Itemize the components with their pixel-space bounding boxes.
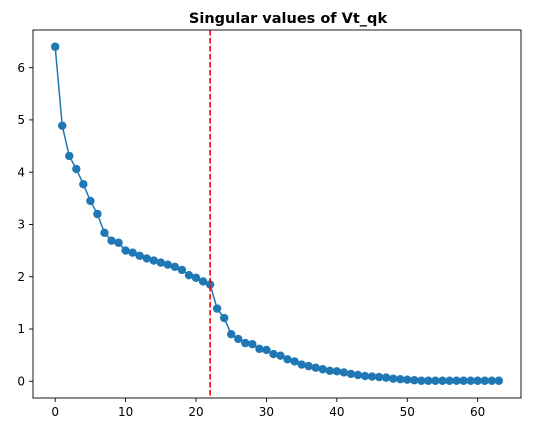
data-point (339, 368, 349, 377)
x-tick-label: 50 (400, 405, 415, 419)
data-point (107, 236, 116, 245)
data-point (269, 349, 278, 359)
x-tick-label: 30 (259, 405, 274, 419)
data-point (276, 351, 285, 360)
data-point (311, 363, 320, 372)
y-tick-label: 3 (17, 218, 25, 232)
data-point (50, 42, 60, 51)
data-point (360, 371, 370, 381)
data-point (170, 262, 180, 271)
data-point (114, 238, 123, 247)
data-point (304, 361, 313, 371)
series-line (54, 46, 499, 382)
data-point (156, 258, 166, 267)
data-point (431, 376, 440, 385)
data-point (374, 372, 384, 382)
data-point (332, 367, 342, 376)
data-point (403, 375, 412, 384)
data-point (100, 228, 109, 238)
data-point (121, 246, 130, 255)
x-tick-label: 10 (118, 405, 133, 419)
data-point (381, 373, 391, 382)
y-tick-label: 6 (17, 61, 25, 75)
y-tick-label: 0 (17, 374, 25, 388)
data-point (241, 338, 250, 348)
x-tick-label: 60 (470, 405, 485, 419)
axes-frame (32, 29, 522, 399)
x-tick-label: 0 (51, 405, 59, 419)
x-tick-label: 20 (188, 405, 203, 419)
data-point (65, 151, 74, 161)
data-point (227, 330, 236, 339)
data-point (205, 280, 215, 289)
data-point (255, 344, 264, 354)
data-point (135, 251, 144, 261)
data-point (128, 248, 137, 257)
data-point (417, 376, 426, 385)
data-point (290, 357, 299, 366)
data-point (466, 376, 475, 385)
data-point (346, 369, 356, 379)
data-point (184, 270, 194, 280)
data-point (248, 339, 257, 349)
data-point (79, 180, 88, 189)
data-point (142, 254, 151, 263)
data-point (459, 376, 468, 385)
data-point (93, 209, 102, 219)
data-point (283, 355, 292, 364)
data-point (367, 372, 377, 381)
y-tick-label: 4 (17, 165, 25, 179)
data-point (445, 376, 454, 385)
data-point (438, 376, 447, 385)
data-point (163, 260, 173, 269)
y-tick-label: 1 (17, 322, 25, 336)
data-point (396, 374, 405, 384)
data-point (318, 365, 327, 374)
data-point (149, 256, 158, 265)
data-point (198, 277, 208, 286)
data-point (480, 376, 489, 385)
data-point (424, 376, 433, 385)
data-point (72, 164, 81, 174)
chart-title: Singular values of Vt_qk (189, 11, 388, 27)
data-point (487, 376, 496, 385)
data-point (452, 376, 461, 385)
y-tick-label: 5 (17, 113, 25, 127)
y-tick-label: 2 (17, 270, 25, 284)
data-point (410, 376, 419, 385)
data-point (353, 370, 363, 380)
x-tick-label: 40 (329, 405, 344, 419)
data-point (234, 334, 243, 344)
data-point (58, 121, 67, 130)
data-point (297, 360, 306, 369)
data-point (325, 366, 335, 376)
data-point (388, 374, 398, 383)
plot-area (50, 30, 504, 398)
data-point (177, 265, 187, 275)
data-point (473, 376, 482, 385)
data-point (219, 313, 229, 323)
data-point (191, 273, 201, 282)
data-point (494, 376, 504, 385)
data-point (86, 196, 95, 206)
data-point (212, 304, 222, 313)
data-point (262, 345, 271, 355)
axes: 0 10 20 30 40 50 60 0 1 2 3 4 5 6 (17, 29, 522, 419)
